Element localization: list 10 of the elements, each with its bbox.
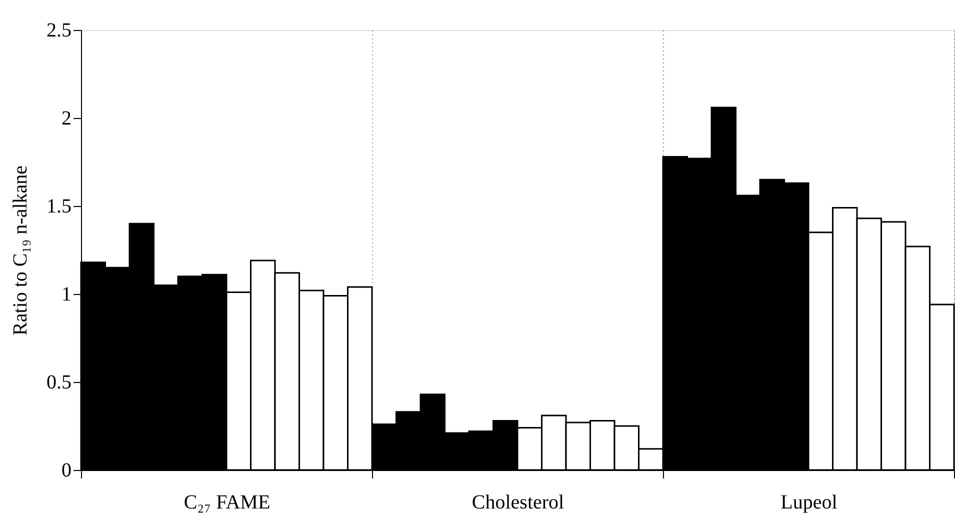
y-tick-label: 0 bbox=[62, 460, 72, 482]
x-tick-label: Lupeol bbox=[780, 492, 838, 514]
y-tick-label: 1.5 bbox=[46, 196, 72, 218]
y-tick-label: 2 bbox=[62, 108, 72, 130]
x-tick-label: C₂₇ FAME bbox=[184, 492, 270, 514]
y-tick-label: 2.5 bbox=[46, 20, 72, 42]
y-tick-label: 0.5 bbox=[46, 372, 72, 394]
y-axis-title: Ratio to C₁₉ n-alkane bbox=[10, 165, 32, 336]
x-tick-label: Cholesterol bbox=[472, 492, 565, 514]
y-tick-label: 1 bbox=[62, 284, 72, 306]
